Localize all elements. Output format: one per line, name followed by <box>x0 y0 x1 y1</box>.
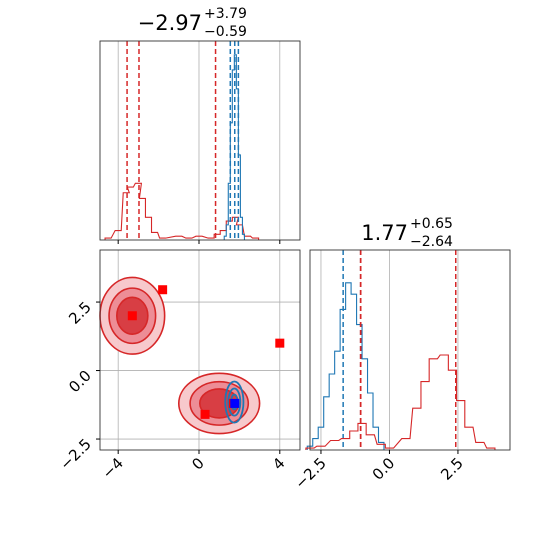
y-tick-label: −2.5 <box>56 435 94 473</box>
x-tick-label: 2.5 <box>437 454 467 484</box>
contour-blue <box>227 387 242 417</box>
histogram-red-x <box>104 182 260 240</box>
marker-red <box>127 311 137 321</box>
x-tick-label: 4 <box>269 454 288 473</box>
marker-red <box>158 285 168 295</box>
histogram-red-y <box>305 354 496 450</box>
title-value: 1.77 <box>361 221 408 245</box>
histogram-blue-x <box>223 54 245 240</box>
panel-frame-top <box>99 40 301 241</box>
title-x: −2.97 +3.79 −0.59 <box>138 6 247 40</box>
x-tick-label: 0 <box>188 454 207 473</box>
title-y: 1.77 +0.65 −2.64 <box>361 216 453 250</box>
x-tick-label: −4 <box>99 454 127 482</box>
title-minus: −2.64 <box>410 234 453 250</box>
title-minus: −0.59 <box>204 24 247 40</box>
x-tick-label: 0.0 <box>369 454 399 484</box>
contour-fill-layer <box>99 276 261 435</box>
title-value: −2.97 <box>138 11 202 35</box>
title-plus: +3.79 <box>204 6 247 22</box>
histogram-blue-y <box>306 282 385 450</box>
marker-blue <box>230 398 240 408</box>
grid-layer <box>100 41 459 450</box>
title-plus: +0.65 <box>410 216 453 232</box>
x-tick-label: −2.5 <box>291 454 329 492</box>
y-tick-label: 0.0 <box>65 367 95 397</box>
line-layer <box>104 41 496 450</box>
panel-frame-main <box>99 249 301 451</box>
marker-red <box>200 409 210 419</box>
marker-red <box>275 338 285 348</box>
contour-blue <box>224 380 245 424</box>
marker-layer <box>127 285 285 419</box>
panel-frame-side <box>309 249 511 451</box>
y-tick-label: 2.5 <box>65 298 95 328</box>
axes-layer <box>96 40 511 454</box>
